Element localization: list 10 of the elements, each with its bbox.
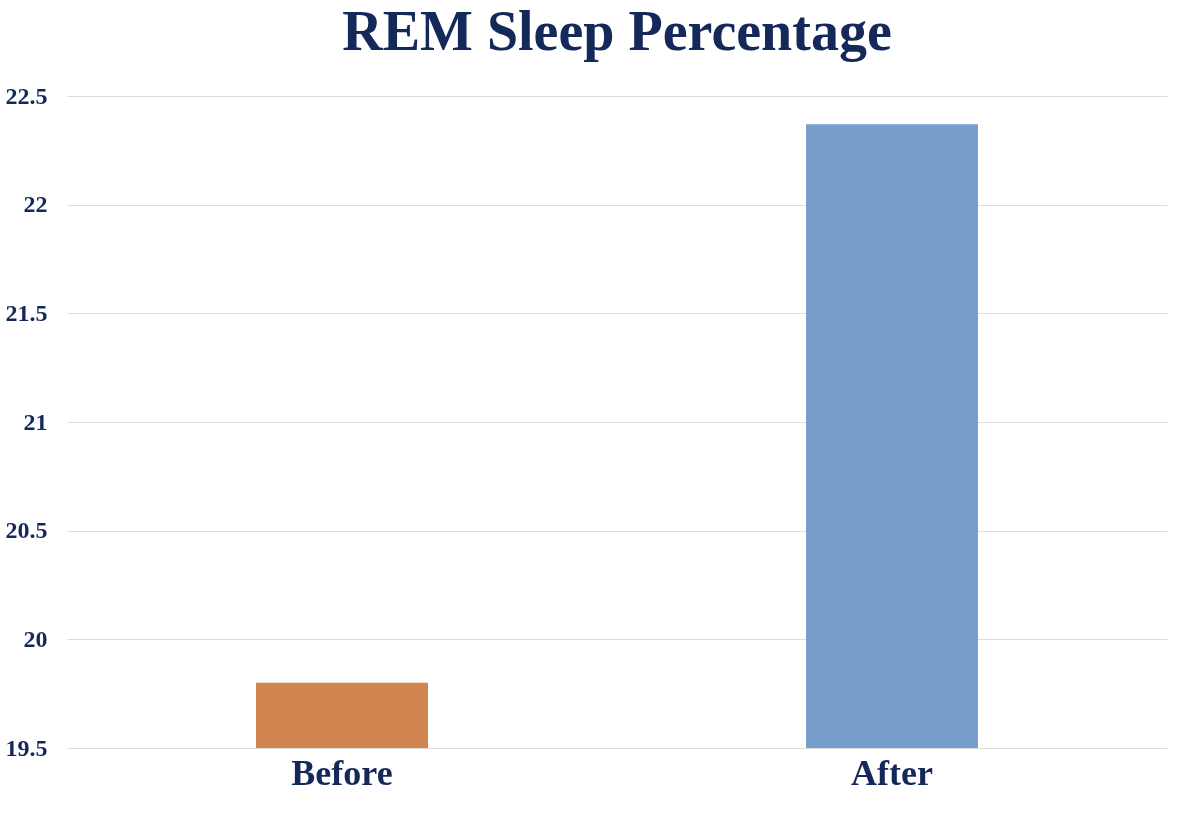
x-tick-label: After bbox=[851, 752, 933, 793]
y-tick-label: 21.5 bbox=[5, 299, 48, 326]
y-tick-label: 22.5 bbox=[5, 82, 48, 109]
y-tick-label: 20.5 bbox=[5, 517, 48, 544]
y-tick-label: 20 bbox=[23, 625, 48, 652]
y-tick-label: 22 bbox=[23, 191, 48, 218]
x-tick-label: Before bbox=[291, 752, 393, 793]
y-tick-label: 21 bbox=[23, 408, 48, 435]
y-tick-label: 19.5 bbox=[5, 734, 48, 761]
chart-title: REM Sleep Percentage bbox=[342, 0, 892, 62]
